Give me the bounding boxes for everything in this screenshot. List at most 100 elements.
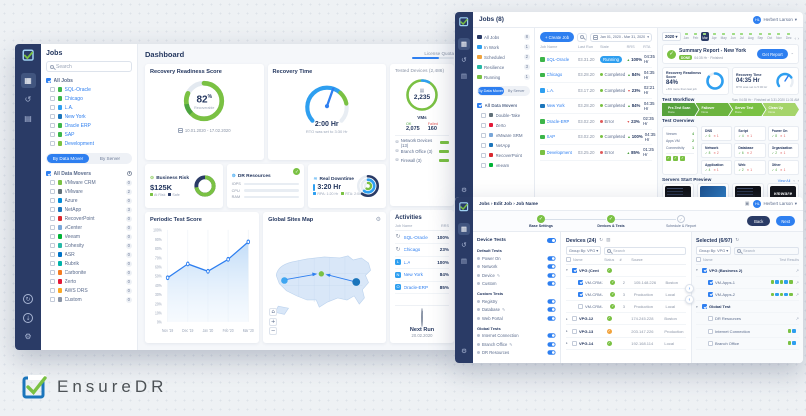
mover-checkbox[interactable]: [50, 270, 55, 275]
sidebar-job-item[interactable]: Chicago: [46, 94, 132, 103]
open-details-icon[interactable]: ↗: [795, 267, 799, 273]
device-row[interactable]: ▸ VPG-14 ✓ 192.168.114 Local: [566, 338, 686, 350]
test-toggle-row[interactable]: Database ✎: [477, 306, 556, 315]
sidebar-mover-item[interactable]: Custom 0: [46, 295, 132, 304]
wizard-step[interactable]: ✓ Devices & Tests: [544, 214, 646, 228]
nav-download-icon[interactable]: ↓: [21, 310, 36, 325]
sidebar-mover-item[interactable]: Zerto: [477, 120, 530, 130]
test-toggle-row[interactable]: Internet Connection: [477, 332, 556, 341]
test-type-tile[interactable]: Network ✓ 8 ✕ 2: [701, 143, 733, 158]
device-checkbox[interactable]: [578, 279, 583, 285]
mover-checkbox[interactable]: [481, 112, 486, 118]
workflow-step[interactable]: Failover Done: [696, 103, 733, 116]
month-tick[interactable]: Oct: [766, 32, 774, 41]
sidebar-job-item[interactable]: SQL-Oracle: [46, 85, 132, 94]
job-filter-item[interactable]: All Jobs 8: [477, 32, 530, 42]
edit-pencil-icon[interactable]: ✎: [496, 272, 501, 278]
sidebar-mover-item[interactable]: Carbonite 0: [46, 268, 132, 277]
refresh-icon[interactable]: ↻: [599, 238, 604, 243]
test-type-tile[interactable]: Application ✓ 4 ✕ 1: [701, 160, 733, 175]
selected-checkbox[interactable]: [708, 291, 713, 297]
by-data-mover-button[interactable]: By Data Mover: [47, 154, 89, 163]
sidebar-mover-item[interactable]: vCenter 0: [46, 223, 132, 232]
all-data-movers-row[interactable]: All Data Movers: [477, 100, 530, 110]
expand-chevron-icon[interactable]: ▸: [566, 329, 568, 334]
device-checkbox[interactable]: [572, 267, 577, 273]
mover-checkbox[interactable]: [50, 279, 55, 284]
activity-row[interactable]: O Oracle-ERP 85%: [395, 282, 449, 294]
job-table-row[interactable]: Development 03.25.20 Error 85% 01:25 Hr …: [540, 145, 661, 161]
clipboard-icon[interactable]: ▣: [744, 200, 750, 207]
test-toggle[interactable]: [547, 333, 556, 338]
test-toggle-row[interactable]: Power On: [477, 254, 556, 263]
select-all-checkbox[interactable]: [566, 257, 571, 262]
job-checkbox[interactable]: [50, 114, 55, 119]
month-tick[interactable]: Apr: [710, 32, 718, 41]
sidebar-mover-item[interactable]: VMware CRM 0: [46, 178, 132, 187]
nav-history-icon[interactable]: ↺: [461, 56, 467, 64]
job-table-row[interactable]: SQL-Oracle 03.31.20 Running 100% 04:35 H…: [540, 52, 662, 68]
devices-search-input[interactable]: [613, 248, 683, 253]
nav-history-icon[interactable]: ↺: [461, 241, 467, 249]
sidebar-job-item[interactable]: New York: [46, 112, 132, 121]
site-dr-dot[interactable]: [318, 271, 325, 277]
nav-history-icon[interactable]: ↺: [24, 95, 32, 104]
mover-checkbox[interactable]: [50, 189, 55, 194]
nav-activity-icon[interactable]: ↻: [21, 291, 36, 306]
workflow-step[interactable]: Server Test Done: [729, 103, 766, 116]
devices-search[interactable]: [604, 246, 686, 255]
site-la-dot[interactable]: [281, 277, 288, 284]
test-toggle[interactable]: [547, 256, 556, 261]
expand-chevron-icon[interactable]: ▸: [566, 316, 568, 321]
timeline-next-icon[interactable]: ›: [797, 36, 800, 41]
device-row[interactable]: VM-CRM-App2 ✓ 3 Production Local: [566, 289, 686, 302]
nav-reports-icon[interactable]: ▤: [460, 72, 468, 80]
mover-checkbox[interactable]: [50, 261, 55, 266]
user-menu[interactable]: HL Herbert Larson ▾: [753, 15, 797, 24]
test-toggle[interactable]: [547, 299, 556, 304]
nav-settings-icon[interactable]: ⚙: [24, 332, 32, 341]
user-menu[interactable]: HL Herbert Larson ▾: [753, 199, 797, 208]
job-checkbox[interactable]: [50, 87, 55, 92]
device-type-row[interactable]: ⊚ Branch Office (3): [395, 147, 449, 156]
month-tick[interactable]: Aug: [746, 32, 755, 41]
job-checkbox[interactable]: [50, 132, 55, 137]
job-name-link[interactable]: New York: [546, 103, 565, 109]
test-type-tile[interactable]: Power On ✓ 8 ✕ 1: [767, 126, 799, 141]
activity-row[interactable]: L L.A 100%: [395, 257, 449, 269]
selected-row[interactable]: DR Resources ↗: [696, 313, 799, 326]
job-name-link[interactable]: SQL-Oracle: [546, 56, 570, 62]
device-row[interactable]: VM-CRM-DB3 ✓ 3 Production Local: [566, 301, 686, 314]
test-toggle-row[interactable]: Registry: [477, 297, 556, 306]
test-toggle[interactable]: [547, 350, 556, 355]
nav-dashboard-icon[interactable]: ▦: [458, 223, 470, 235]
sidebar-mover-item[interactable]: VMware SRM: [477, 130, 530, 140]
device-checkbox[interactable]: [572, 340, 577, 346]
next-button[interactable]: Next: [776, 216, 795, 226]
job-filter-item[interactable]: Resilience 3: [477, 62, 530, 72]
test-toggle[interactable]: [547, 264, 556, 269]
test-toggle[interactable]: [547, 316, 556, 321]
sidebar-job-item[interactable]: SAP: [46, 130, 132, 139]
sidebar-mover-item[interactable]: VMware 2: [46, 187, 132, 196]
device-type-row[interactable]: ⊚ Network Devices (13): [395, 138, 449, 148]
nav-settings-icon[interactable]: ⚙: [461, 186, 467, 194]
activity-row[interactable]: Chicago 23%: [395, 244, 449, 257]
map-zoom-out-button[interactable]: −: [269, 327, 278, 335]
sidebar-mover-item[interactable]: NetApp 3: [46, 205, 132, 214]
selected-row[interactable]: VM-Apps-1 ↗: [696, 277, 799, 289]
open-details-icon[interactable]: ↗: [795, 279, 799, 285]
collapse-icon[interactable]: ⌃: [790, 51, 794, 57]
map-home-button[interactable]: ⌂: [269, 308, 278, 316]
schedule-clock-icon[interactable]: [126, 170, 132, 177]
site-ny-dot[interactable]: [352, 278, 361, 286]
test-toggle-row[interactable]: Branch Office ✎: [477, 340, 556, 349]
by-data-mover-button[interactable]: By Data Mover: [478, 87, 504, 95]
date-range-picker[interactable]: Jan 01, 2020 - Mar 31, 2020 ▾: [590, 32, 652, 42]
selected-row[interactable]: Internet Connection: [696, 325, 799, 338]
month-tick[interactable]: Feb: [691, 32, 700, 41]
group-by-select[interactable]: Group By: VPG ▾: [696, 246, 732, 255]
tests-master-toggle[interactable]: [547, 238, 556, 243]
expand-chevron-icon[interactable]: ▾: [696, 304, 698, 309]
test-type-tile[interactable]: DNS ✓ 6 ✕ 1: [701, 126, 733, 141]
